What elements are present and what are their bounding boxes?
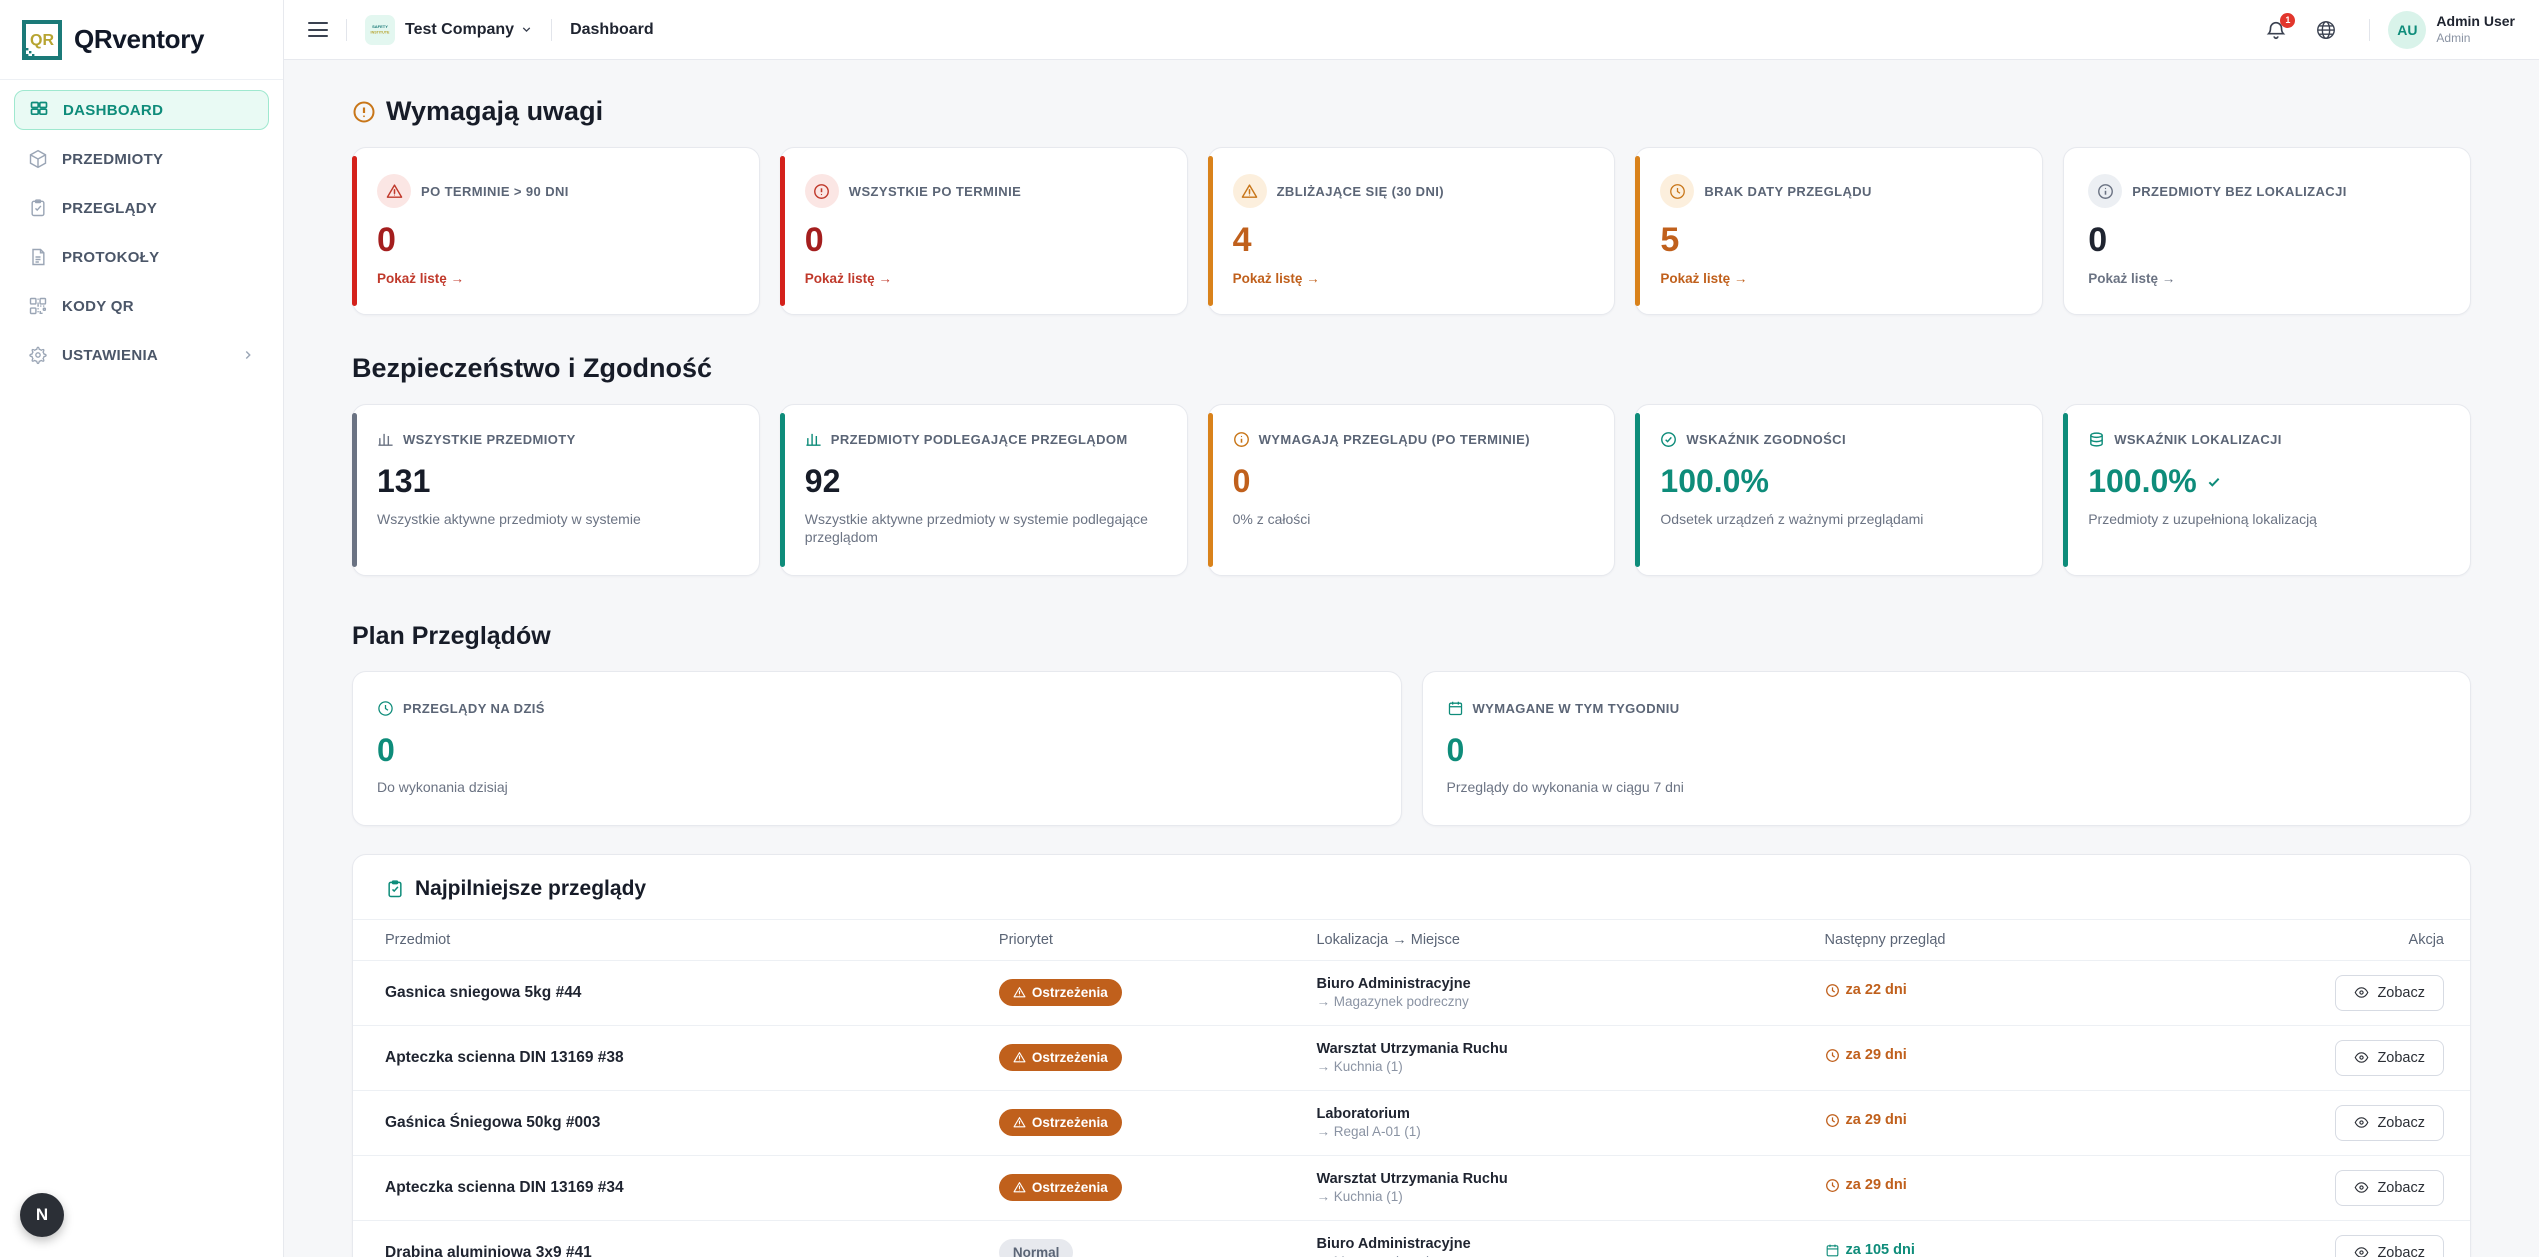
svg-text:SAFETY: SAFETY <box>372 24 388 29</box>
svg-text:INSTITUTE: INSTITUTE <box>371 30 390 34</box>
svg-text:QR: QR <box>30 32 54 49</box>
